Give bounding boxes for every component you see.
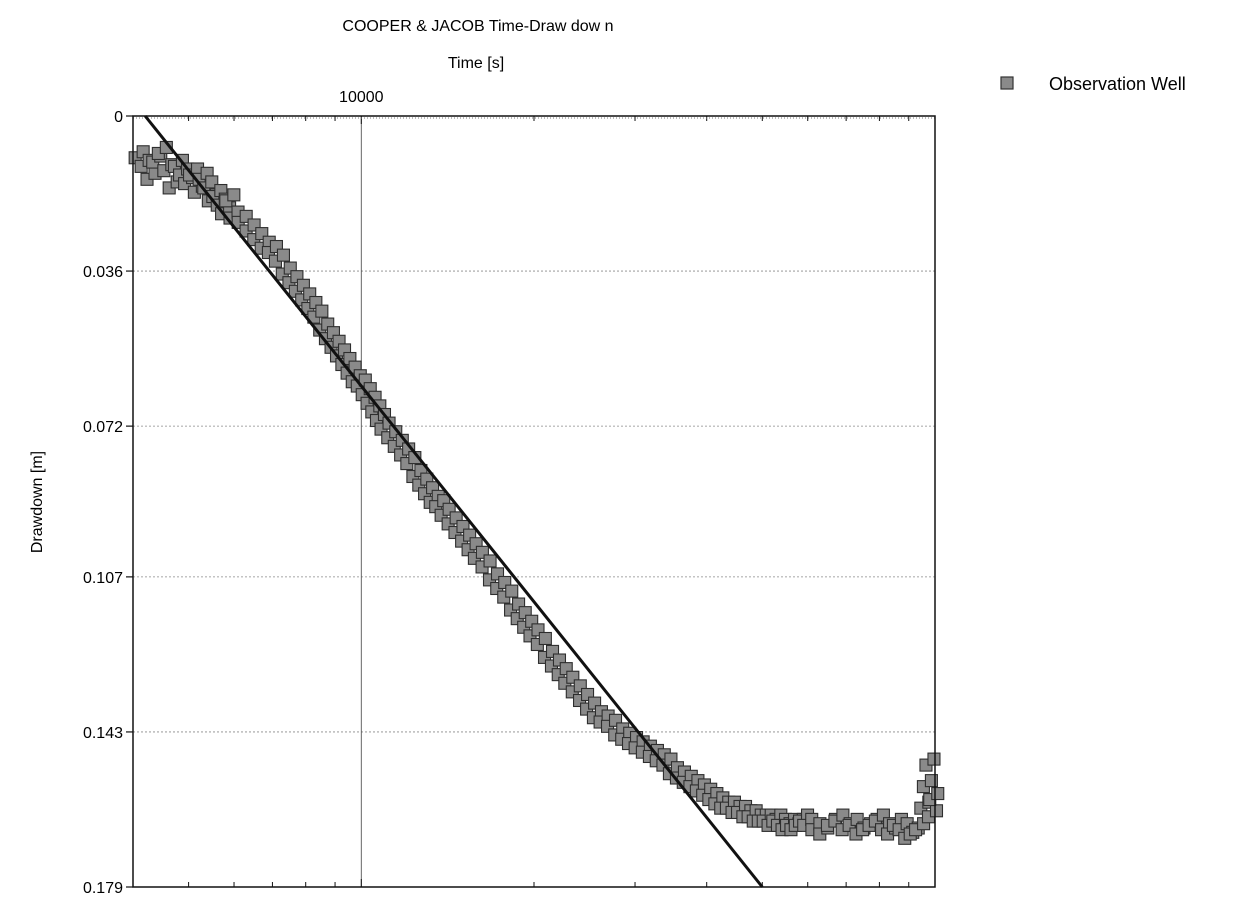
plot-area bbox=[133, 116, 935, 887]
y-tick-label: 0.143 bbox=[83, 725, 123, 742]
y-tick-label: 0 bbox=[114, 109, 123, 126]
data-point bbox=[505, 584, 519, 598]
fit-line bbox=[143, 115, 764, 888]
data-point bbox=[931, 786, 945, 801]
x-ticks: 10000 bbox=[339, 89, 384, 106]
data-point bbox=[929, 804, 944, 818]
data-point bbox=[276, 248, 291, 262]
data-point bbox=[315, 304, 329, 318]
y-axis-label: Drawdown [m] bbox=[29, 451, 46, 553]
grid bbox=[133, 116, 935, 887]
y-ticks: 0 0.036 0.072 0.107 0.143 0.179 bbox=[83, 109, 133, 897]
chart-title: COOPER & JACOB Time-Draw dow n bbox=[342, 18, 613, 35]
data-point bbox=[483, 554, 497, 568]
legend-marker bbox=[1000, 76, 1014, 90]
data-point bbox=[538, 631, 552, 646]
plot-frame bbox=[132, 115, 936, 888]
x-axis-label: Time [s] bbox=[448, 55, 504, 72]
data-point bbox=[927, 752, 941, 766]
y-tick-label: 0.036 bbox=[83, 264, 123, 281]
y-tick-label: 0.072 bbox=[83, 419, 123, 436]
data-point bbox=[227, 188, 241, 202]
legend: Observation Well bbox=[1000, 74, 1186, 94]
legend-label: Observation Well bbox=[1049, 74, 1186, 94]
y-tick-label: 0.179 bbox=[83, 880, 123, 897]
x-tick-label: 10000 bbox=[339, 89, 384, 106]
y-tick-label: 0.107 bbox=[83, 570, 123, 587]
